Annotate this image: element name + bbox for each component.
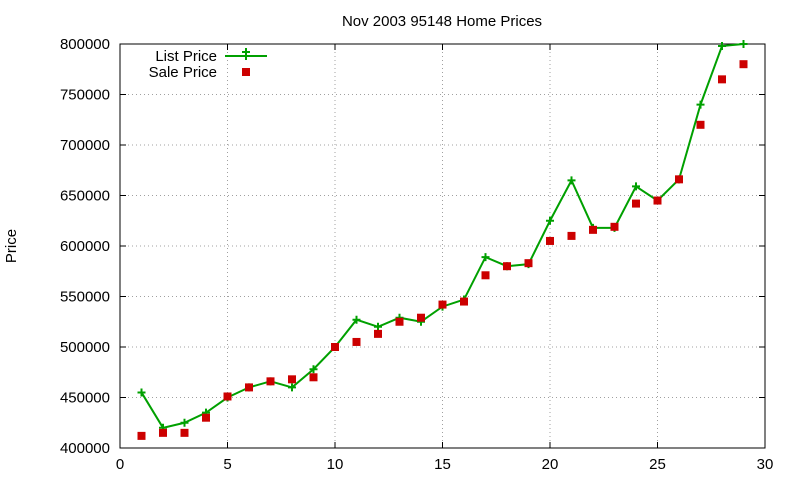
list-price-line	[140, 43, 744, 429]
y-tick-label: 550000	[60, 289, 110, 306]
legend: List Price Sale Price	[149, 48, 267, 81]
sale-price-point	[589, 225, 597, 234]
sale-price-point	[374, 329, 382, 338]
y-tick-label: 400000	[60, 440, 110, 457]
sale-price-point	[288, 375, 296, 384]
sale-price-point	[460, 297, 468, 306]
sale-price-point	[180, 428, 189, 437]
sale-price-point	[202, 413, 210, 422]
list-price-point	[546, 216, 554, 225]
x-tick-label: 10	[327, 456, 344, 473]
sale-price-point	[331, 343, 339, 351]
sale-price-point	[567, 231, 576, 240]
grid-lines	[120, 44, 765, 448]
list-price-point	[739, 40, 748, 48]
sale-price-point	[503, 262, 511, 271]
y-tick-label: 450000	[60, 390, 110, 407]
list-price-point	[352, 315, 361, 324]
list-price-point	[696, 100, 705, 109]
y-tick-label: 650000	[60, 188, 110, 205]
x-tick-label: 30	[757, 456, 774, 473]
list-price-point	[180, 418, 189, 427]
sale-price-point	[395, 317, 404, 326]
x-tick-label: 25	[649, 456, 666, 473]
y-tick-label: 700000	[60, 137, 110, 154]
sale-price-point	[675, 175, 683, 184]
list-price-point	[718, 42, 726, 51]
sale-price-point	[524, 259, 533, 268]
sale-price-point	[159, 428, 167, 437]
list-price-point	[481, 253, 490, 262]
y-tick-label: 800000	[60, 36, 110, 53]
x-tick-label: 0	[116, 456, 124, 473]
y-tick-label: 750000	[60, 87, 110, 104]
sale-price-point	[352, 337, 361, 346]
x-tick-label: 20	[542, 456, 559, 473]
sale-price-point	[632, 199, 640, 208]
chart-title: Nov 2003 95148 Home Prices	[342, 13, 542, 30]
legend-marker-list-price	[242, 48, 250, 60]
sale-price-point	[245, 383, 253, 392]
y-tick-label: 600000	[60, 238, 110, 255]
sale-price-point	[546, 236, 554, 245]
sale-price-point	[438, 300, 447, 309]
sale-price-point	[610, 222, 619, 231]
list-price-point	[137, 388, 146, 397]
sale-price-point	[718, 75, 726, 84]
sale-price-point	[417, 313, 425, 322]
legend-label-sale-price: Sale Price	[149, 64, 217, 81]
series-layer	[137, 40, 748, 440]
sale-price-point	[137, 431, 146, 440]
legend-marker-sale-price	[242, 68, 250, 76]
list-price-point	[632, 182, 640, 191]
list-price-point	[567, 176, 576, 185]
list-price-point	[288, 383, 296, 392]
sale-price-point	[223, 392, 232, 401]
sale-price-point	[739, 60, 748, 69]
axis-ticks: 0 5 10 15 20 25 30 400000 450000 500000 550000 6000…	[60, 36, 773, 473]
sale-price-point	[266, 377, 275, 386]
legend-label-list-price: List Price	[155, 48, 217, 65]
sale-price-point	[696, 120, 705, 129]
sale-price-point	[653, 196, 662, 205]
list-price-point	[374, 322, 382, 331]
list-price-point	[309, 365, 318, 374]
x-tick-label: 15	[434, 456, 451, 473]
x-tick-label: 5	[223, 456, 231, 473]
y-tick-label: 500000	[60, 339, 110, 356]
sale-price-point	[309, 373, 318, 382]
sale-price-point	[481, 271, 490, 280]
y-axis-label: Price	[3, 229, 20, 263]
